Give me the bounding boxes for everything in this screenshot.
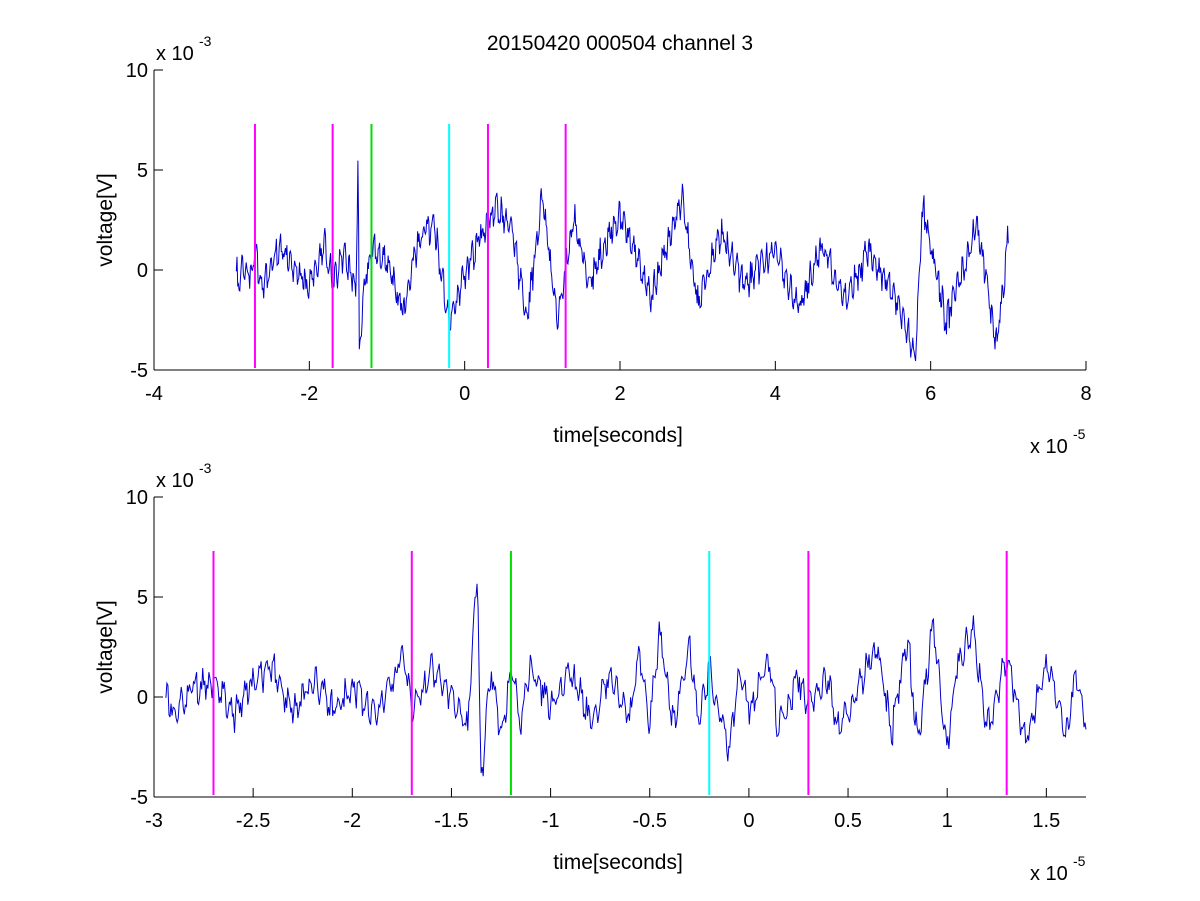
y-exponent-superscript: -3 [199,33,212,49]
x-tick-label: -2.5 [236,810,270,832]
y-tick-label: 5 [137,587,148,609]
x-tick-label: 0 [459,383,470,405]
x-tick-label: -1 [542,810,560,832]
x-tick-label: 2 [614,383,625,405]
y-tick-label: 0 [137,260,148,282]
x-tick-label: -1.5 [434,810,468,832]
y-exponent-superscript: -3 [199,460,212,476]
bottom-subplot: -3 -2.5 -2 -1.5 -1 -0.5 0 0.5 1 1.5 -5 0 5 10 time[sec… [94,460,1087,885]
voltage-trace-line [235,160,1009,362]
y-tick-label: 10 [126,60,148,82]
y-tick-label: -5 [130,360,148,382]
x-tick-label: 1 [942,810,953,832]
y-exponent-label: x 10 [156,470,194,492]
x-exponent-superscript: -5 [1073,853,1086,869]
x-tick-label: -2 [300,383,318,405]
y-tick-label: -5 [130,787,148,809]
x-tick-label: -2 [343,810,361,832]
x-tick-label: 8 [1080,383,1091,405]
y-tick-label: 10 [126,487,148,509]
y-tick-label: 0 [137,687,148,709]
voltage-trace-line [165,583,1087,777]
y-axis-label: voltage[V] [94,173,117,266]
x-tick-label: 6 [925,383,936,405]
y-axis-label: voltage[V] [94,600,117,693]
x-tick-label: -3 [145,810,163,832]
x-tick-label: 4 [770,383,781,405]
y-exponent-label: x 10 [156,43,194,65]
y-tick-label: 5 [137,160,148,182]
x-tick-label: 0 [743,810,754,832]
x-axis-label: time[seconds] [553,851,683,874]
x-tick-label: 0.5 [834,810,862,832]
x-tick-label: 1.5 [1032,810,1060,832]
x-exponent-superscript: -5 [1073,426,1086,442]
figure-title: 20150420 000504 channel 3 [487,32,753,55]
x-exponent-label: x 10 [1030,863,1068,885]
x-tick-label: -0.5 [633,810,667,832]
x-exponent-label: x 10 [1030,436,1068,458]
x-tick-label: -4 [145,383,163,405]
top-subplot: -4 -2 0 2 4 6 8 -5 0 5 10 time[seconds] voltage[V] x … [94,33,1092,458]
x-axis-label: time[seconds] [553,424,683,447]
